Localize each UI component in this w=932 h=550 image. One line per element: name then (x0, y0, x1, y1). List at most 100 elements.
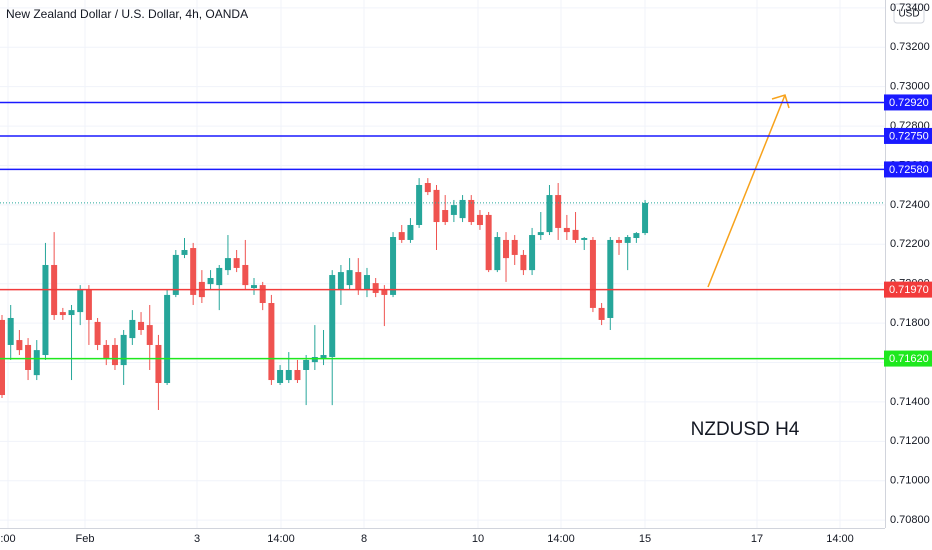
candle-body (259, 285, 266, 304)
candle-body (337, 272, 344, 291)
level-label: 0.72750 (889, 130, 929, 142)
forecast-arrow (707, 94, 790, 288)
level-label: 0.71970 (889, 284, 929, 296)
level-label-bg (884, 350, 932, 367)
level-label-bg (884, 161, 932, 178)
x-tick-label: 14:00 (826, 533, 854, 545)
y-tick-label: 0.71800 (890, 317, 930, 329)
candle-body (94, 321, 101, 345)
candle-body (120, 334, 127, 366)
candle-body (450, 205, 457, 215)
candle-body (42, 264, 49, 356)
candle-body (172, 254, 179, 295)
candle-body (416, 184, 423, 225)
x-tick-label: 3 (194, 533, 200, 545)
level-label: 0.71620 (889, 353, 929, 365)
level-label-bg (884, 127, 932, 144)
chart-title: New Zealand Dollar / U.S. Dollar, 4h, OA… (6, 7, 248, 21)
candle-body (572, 229, 579, 240)
candle-body (633, 233, 640, 238)
candle-body (372, 283, 379, 293)
plot-area (0, 0, 885, 528)
candle-body (642, 202, 649, 234)
candle-body (624, 237, 631, 243)
candle-body (190, 248, 197, 295)
currency-badge[interactable] (893, 3, 925, 24)
candle-body (581, 237, 588, 240)
candle-body (390, 237, 397, 295)
y-tick-label: 0.73200 (890, 41, 930, 53)
candle-body (537, 232, 544, 236)
level-label: 0.72580 (889, 164, 929, 176)
candle-body (598, 307, 605, 320)
candle-body (494, 237, 501, 271)
y-tick-label: 0.72200 (890, 238, 930, 250)
candle-body (407, 224, 414, 240)
level-label-bg (884, 94, 932, 111)
candle-body (381, 290, 388, 295)
candle-body (251, 285, 258, 289)
x-tick-label: :00 (0, 533, 15, 545)
x-tick-label: 8 (361, 533, 367, 545)
candle-body (546, 195, 553, 233)
candle-body (503, 239, 510, 259)
candle-body (442, 210, 449, 223)
candle-body (424, 183, 431, 193)
candle-body (68, 310, 75, 316)
candle-body (111, 344, 118, 366)
candle-body (77, 290, 84, 313)
candle-body (224, 258, 231, 271)
candle-body (129, 319, 136, 339)
candle-body (0, 319, 5, 396)
y-tick-label: 0.70800 (890, 514, 930, 526)
candle-body (320, 355, 327, 358)
candle-body (216, 267, 223, 286)
x-tick-label: Feb (76, 533, 95, 545)
level-label-bg (884, 281, 932, 298)
y-tick-label: 0.71200 (890, 435, 930, 447)
y-tick-label: 0.73000 (890, 81, 930, 93)
candle-body (25, 344, 32, 370)
annotation: NZDUSD H4 (691, 419, 800, 440)
candle-body (311, 356, 318, 363)
candle-body (303, 359, 310, 370)
x-tick-label: 17 (751, 533, 763, 545)
candle-body (33, 350, 40, 376)
candle-body (346, 270, 353, 286)
candle-body (607, 239, 614, 318)
candle-body (7, 317, 14, 345)
candle-body (268, 303, 275, 381)
y-tick-label: 0.71000 (890, 475, 930, 487)
candle-body (589, 239, 596, 308)
candle-body (155, 344, 162, 383)
candle-body (468, 199, 475, 223)
x-tick-label: 14:00 (267, 533, 295, 545)
candle-body (555, 195, 562, 228)
y-tick-label: 0.71400 (890, 396, 930, 408)
candle-body (363, 275, 370, 291)
candle-body (233, 258, 240, 268)
candle-body (459, 199, 466, 219)
candle-body (164, 294, 171, 383)
candle-body (476, 214, 483, 225)
candle-body (285, 369, 292, 381)
candle-body (398, 232, 405, 240)
candle-body (103, 344, 110, 358)
x-tick-label: 10 (472, 533, 484, 545)
candle-body (485, 214, 492, 271)
candle-body (146, 325, 153, 345)
candle-body (615, 239, 622, 243)
candle-body (520, 254, 527, 271)
candle-body (85, 290, 92, 320)
candle-body (138, 321, 145, 330)
candle-body (529, 235, 536, 271)
candle-body (181, 250, 188, 255)
currency[interactable]: USD (898, 9, 919, 20)
candle-body (511, 239, 518, 255)
level-label: 0.72920 (889, 97, 929, 109)
x-tick-label: 14:00 (547, 533, 575, 545)
candle-body (242, 264, 249, 286)
candle-body (207, 277, 214, 285)
